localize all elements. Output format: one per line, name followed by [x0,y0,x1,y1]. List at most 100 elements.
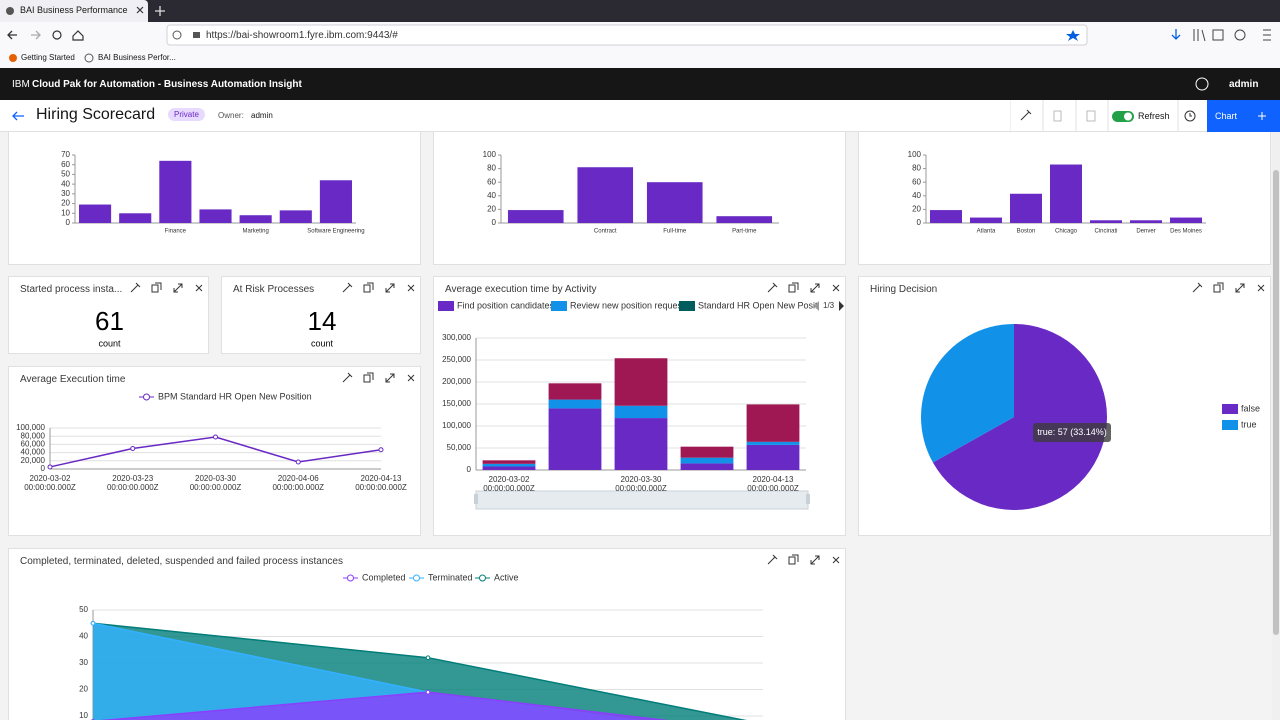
owner-name: admin [251,111,273,120]
pie-slice[interactable] [921,324,1014,463]
zoom-handle[interactable] [474,494,478,504]
bar-segment [614,405,668,419]
edit-icon[interactable] [1192,282,1203,293]
zoom-handle[interactable] [806,494,810,504]
widget-title: Started process insta... [20,284,122,295]
menu[interactable] [1263,29,1271,41]
close-icon[interactable] [407,374,415,382]
expand-icon[interactable] [810,283,820,293]
close-icon[interactable] [407,284,415,292]
widget: Hiring Decision false true true: 57 (33.14%… [858,276,1271,536]
tab-title: BAI Business Performance Cen [20,5,130,15]
y-tick-label: 10 [61,208,70,217]
y-tick-label: 50 [61,170,70,179]
widget: Started process insta... 61 count [8,276,209,354]
zoom-slider[interactable] [475,490,809,510]
legend-swatch[interactable] [438,301,454,311]
bar [199,209,232,223]
legend-next[interactable] [839,301,844,311]
x-tick-label: 2020-04-13 00:00:00.000Z [355,474,407,492]
bookmark-star[interactable] [1066,30,1080,41]
back-button[interactable] [7,30,17,40]
user-name[interactable]: admin [1229,79,1259,90]
duplicate-button[interactable] [1053,110,1062,122]
y-tick-label: 0 [41,464,46,473]
close-icon[interactable] [832,556,840,564]
home-button[interactable] [72,30,84,41]
dashboard-title: Hiring Scorecard [36,106,156,123]
legend-swatch[interactable] [551,301,567,311]
widget: 0 10 20 30 40 50 60 70 Finance Marketing Software … [8,132,421,265]
url-box[interactable] [166,24,1088,46]
copy-icon[interactable] [788,282,799,293]
bookmark[interactable]: BAI Business Perfor... [98,53,176,62]
y-tick-label: 20 [487,205,496,214]
legend-swatch[interactable] [679,301,695,311]
kpi-value: 14 [308,306,337,336]
edit-icon[interactable] [130,282,141,293]
back-arrow[interactable] [10,108,26,124]
copy-icon[interactable] [788,554,799,565]
expand-icon[interactable] [385,373,395,383]
library[interactable] [1193,29,1206,42]
edit-icon[interactable] [342,282,353,293]
bar [930,210,962,223]
close-icon[interactable] [195,284,203,292]
y-tick-label: 30 [61,189,70,198]
history-button[interactable] [1184,110,1196,122]
bar [79,204,112,223]
tab-strip [0,0,1280,22]
expand-icon[interactable] [810,555,820,565]
scrollbar-thumb[interactable] [1273,170,1279,635]
copy-icon[interactable] [1213,282,1224,293]
edit-icon[interactable] [767,282,778,293]
x-tick-label: Contract [594,229,617,235]
expand-icon[interactable] [173,283,183,293]
info-icon [172,30,182,40]
edit-icon[interactable] [342,372,353,383]
x-tick-label: 2020-03-30 00:00:00.000Z [615,475,667,493]
widget-actions [342,282,415,293]
add-icon [1258,112,1266,120]
reload-button[interactable] [52,30,62,40]
close-icon[interactable] [1257,284,1265,292]
bar [646,182,703,223]
point [90,620,96,626]
expand-icon[interactable] [1235,283,1245,293]
pie-slice[interactable] [932,324,1107,510]
copy-icon[interactable] [363,282,374,293]
widget: Average execution time by Activity 0 50,00… [433,276,846,536]
legend-swatch[interactable] [1222,404,1238,414]
expand-icon[interactable] [385,283,395,293]
new-tab[interactable] [155,6,165,16]
copy-icon[interactable] [151,282,162,293]
bookmark[interactable]: Getting Started [21,53,75,62]
x-tick-label: 2020-04-13 00:00:00.000Z [747,475,799,493]
account[interactable] [1234,29,1246,41]
chart-button[interactable] [1207,100,1280,132]
x-tick-label: Atlanta [977,229,996,235]
kpi-unit: count [311,338,334,348]
browser-tab[interactable] [0,0,148,22]
copy-icon[interactable] [363,372,374,383]
save-button[interactable] [1086,110,1096,122]
tab-close[interactable] [136,6,144,14]
bar [716,216,773,223]
edit-icon[interactable] [767,554,778,565]
widget-canvas: At Risk Processes 14 count [233,282,415,348]
bar [970,217,1002,223]
edit-button[interactable] [1020,109,1032,121]
legend-prev[interactable] [814,301,819,311]
downloads[interactable] [1171,29,1181,40]
bar-segment [680,457,734,464]
forward-button[interactable] [31,30,41,40]
sidebar[interactable] [1212,29,1224,41]
close-icon[interactable] [832,284,840,292]
help-icon[interactable] [1194,76,1210,92]
bar [1090,220,1122,223]
y-tick-label: 10 [79,711,88,720]
y-tick-label: 0 [467,465,472,474]
y-tick-label: 30 [79,658,88,667]
legend-swatch[interactable] [1222,420,1238,430]
y-tick-label: 50 [79,605,88,614]
